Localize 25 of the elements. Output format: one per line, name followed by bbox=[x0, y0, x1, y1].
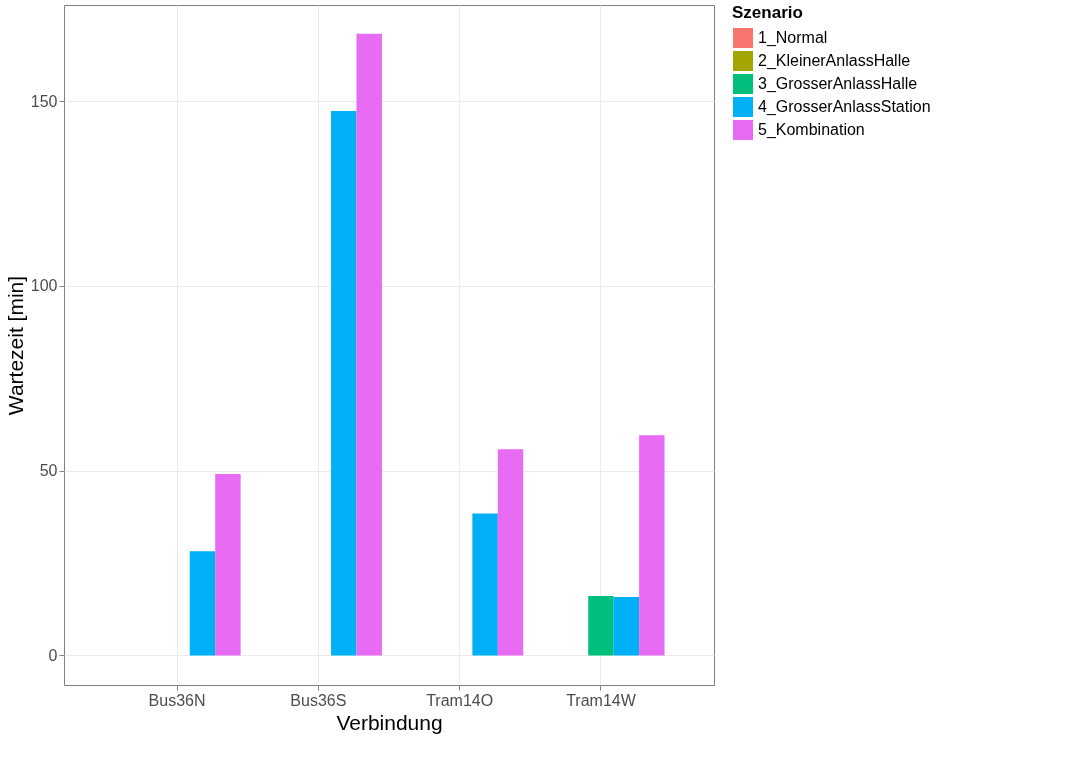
x-tick-label: Tram14W bbox=[566, 691, 637, 709]
x-tick-label: Tram14O bbox=[426, 691, 494, 709]
legend-label: 5_Kombination bbox=[758, 121, 865, 139]
y-tick-label: 0 bbox=[48, 646, 58, 664]
legend-label: 2_KleinerAnlassHalle bbox=[758, 52, 911, 70]
legend-label: 1_Normal bbox=[758, 29, 828, 47]
y-tick-label: 50 bbox=[39, 462, 58, 480]
x-axis-title: Verbindung bbox=[336, 710, 443, 734]
bar bbox=[639, 435, 665, 656]
bar bbox=[497, 449, 524, 656]
bar bbox=[331, 111, 357, 656]
x-tick-label: Bus36S bbox=[290, 691, 347, 709]
y-tick-label: 100 bbox=[30, 277, 58, 295]
legend-label: 3_GrosserAnlassHalle bbox=[758, 75, 918, 93]
legend-title: Szenario bbox=[732, 3, 803, 22]
y-tick-label: 150 bbox=[30, 92, 58, 110]
bar bbox=[189, 551, 216, 656]
bar bbox=[356, 33, 382, 656]
y-axis-title: Wartezeit [min] bbox=[3, 275, 27, 416]
x-tick-label: Bus36N bbox=[148, 691, 206, 709]
bar bbox=[215, 473, 241, 656]
bar bbox=[613, 597, 640, 656]
legend-label: 4_GrosserAnlassStation bbox=[758, 98, 931, 116]
bar bbox=[472, 513, 498, 656]
bar bbox=[588, 595, 614, 656]
